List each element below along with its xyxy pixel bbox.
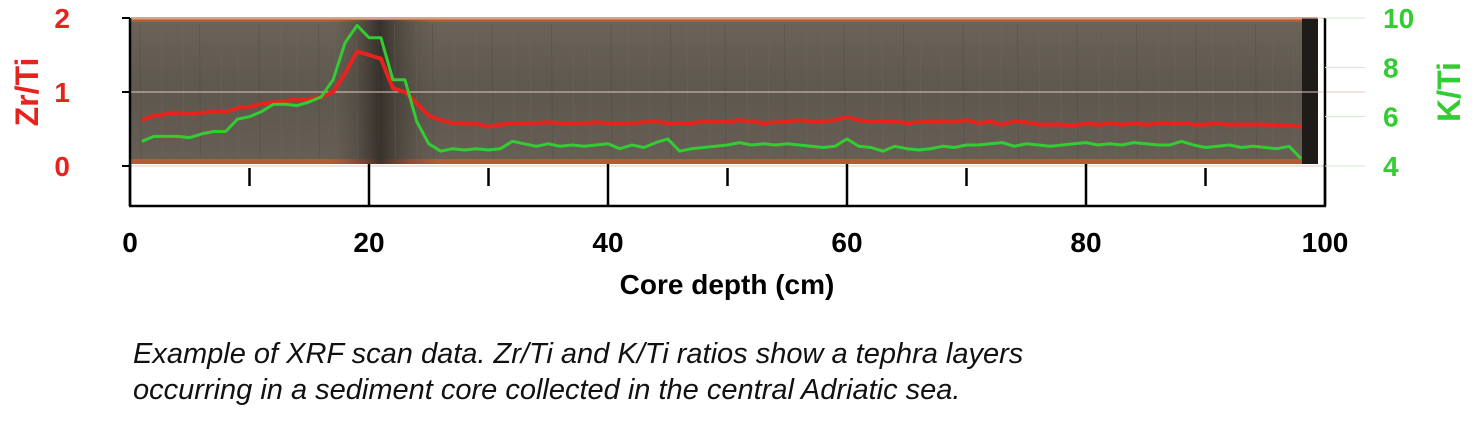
core-streak [572, 23, 575, 159]
core-streak [1195, 23, 1198, 159]
core-streak [237, 23, 239, 159]
x-tick-label: 40 [592, 227, 623, 258]
k-ti-line [141, 23, 1303, 160]
core-streak [139, 23, 142, 159]
core-streak [432, 23, 434, 159]
series-layer [141, 23, 1303, 160]
core-edge-bottom [131, 159, 1317, 164]
core-streak [475, 23, 477, 159]
core-streak [784, 23, 786, 159]
x-axis-title: Core depth (cm) [620, 269, 835, 300]
core-streak [220, 23, 223, 159]
core-streak [1233, 23, 1236, 159]
core-streak [1136, 23, 1138, 159]
core-streak [919, 23, 922, 159]
core-streak [805, 23, 808, 159]
y-left-tick-label: 1 [54, 77, 70, 108]
y-left-tick-label: 0 [54, 151, 70, 182]
y-left-axis-title: Zr/Ti [9, 58, 45, 127]
x-ticks: 0 20 40 60 80 100 [122, 164, 1348, 258]
xrf-chart: 0 20 40 60 80 100 0 1 2 4 6 8 10 Core depth (cm) Z… [9, 3, 1467, 300]
core-streak [453, 23, 456, 159]
core-streak [415, 23, 418, 159]
core-streak [627, 23, 629, 159]
core-streak [318, 23, 320, 159]
core-streak [686, 23, 689, 159]
core-streak [979, 23, 981, 159]
core-streak [1114, 23, 1117, 159]
core-streak [670, 23, 672, 159]
y-right-tick-label: 4 [1383, 151, 1399, 182]
caption-line-1: Example of XRF scan data. Zr/Ti and K/Ti… [133, 338, 1024, 370]
x-tick-label: 80 [1070, 227, 1101, 258]
core-streak [513, 23, 515, 159]
core-streak [1174, 23, 1176, 159]
core-streak [377, 23, 380, 159]
core-streak [865, 23, 867, 159]
caption-line-2: occurring in a sediment core collected i… [133, 374, 961, 406]
core-streak [746, 23, 748, 159]
core-streak [1212, 23, 1214, 159]
core-streak [708, 23, 710, 159]
core-streak [1038, 23, 1041, 159]
core-streak [881, 23, 884, 159]
core-streak [1293, 23, 1295, 159]
zr-ti-line [141, 49, 1302, 129]
core-streak [258, 23, 261, 159]
y-right-tick-label: 6 [1383, 102, 1399, 133]
y-right-ticks: 4 6 8 10 [1325, 3, 1414, 182]
y-left-ticks: 0 1 2 [54, 3, 130, 182]
core-streak [529, 23, 532, 159]
core-streak [903, 23, 905, 159]
grid-lines [130, 17, 1365, 167]
core-streak [941, 23, 943, 159]
y-right-tick-label: 8 [1383, 52, 1399, 83]
core-streak [551, 23, 553, 159]
y-right-axis-title: K/Ti [1431, 62, 1467, 122]
x-tick-label: 20 [353, 227, 384, 258]
core-streak [962, 23, 965, 159]
core-streak [491, 23, 494, 159]
x-tick-label: 100 [1302, 227, 1349, 258]
x-tick-label: 60 [831, 227, 862, 258]
core-streak [648, 23, 651, 159]
core-end-dark [1302, 18, 1318, 164]
y-right-tick-label: 10 [1383, 3, 1414, 34]
core-streak [843, 23, 846, 159]
core-edge-top [131, 17, 1317, 22]
core-streak [1255, 23, 1257, 159]
core-streak [1271, 23, 1274, 159]
core-streak [589, 23, 591, 159]
core-streak [296, 23, 299, 159]
core-streak [767, 23, 770, 159]
core-streak [280, 23, 282, 159]
core-streak [724, 23, 727, 159]
x-tick-label: 0 [122, 227, 138, 258]
core-streak [1157, 23, 1160, 159]
y-left-tick-label: 2 [54, 3, 70, 34]
core-streak [1000, 23, 1003, 159]
core-streak [356, 23, 358, 159]
core-streak [1017, 23, 1019, 159]
core-streak [822, 23, 824, 159]
core-streak [1060, 23, 1062, 159]
core-streak [1098, 23, 1100, 159]
core-streak [610, 23, 613, 159]
core-streak [1076, 23, 1079, 159]
figure-caption: Example of XRF scan data. Zr/Ti and K/Ti… [133, 336, 1453, 408]
